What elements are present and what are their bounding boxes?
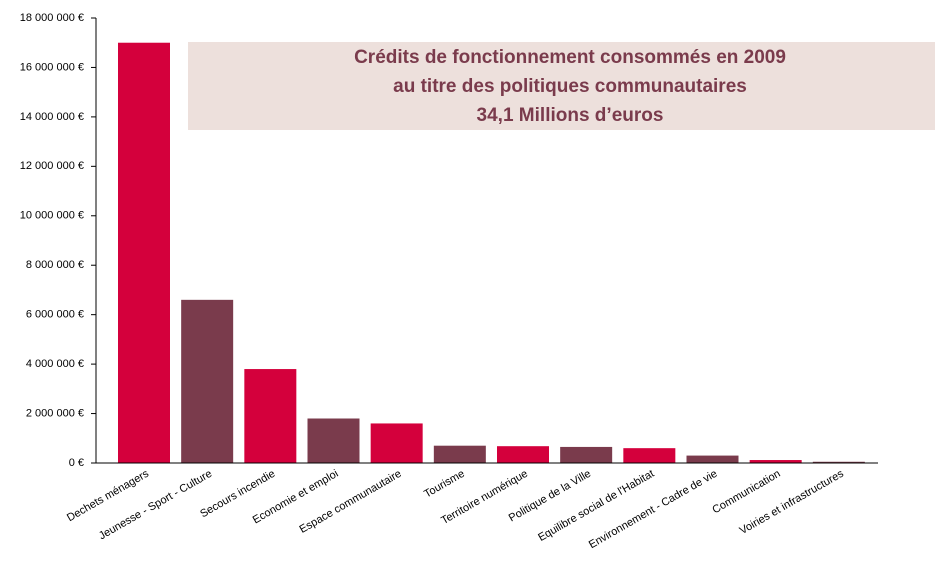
y-tick-label: 10 000 000 € bbox=[20, 210, 84, 222]
bar bbox=[812, 461, 865, 463]
bar bbox=[433, 445, 486, 463]
bar bbox=[118, 42, 170, 463]
y-tick-label: 14 000 000 € bbox=[20, 111, 84, 123]
x-tick-label: Voiries et infrastructures bbox=[738, 467, 847, 537]
bar bbox=[244, 369, 297, 463]
y-tick-label: 8 000 000 € bbox=[26, 259, 84, 271]
title-box bbox=[188, 42, 935, 130]
chart-title: Crédits de fonctionnement consommés en 2… bbox=[354, 47, 786, 68]
bar bbox=[307, 418, 360, 463]
bar bbox=[686, 455, 739, 463]
y-tick-label: 0 € bbox=[69, 457, 84, 469]
bar bbox=[370, 423, 423, 463]
bar bbox=[749, 460, 802, 463]
y-tick-label: 2 000 000 € bbox=[26, 407, 84, 419]
bar bbox=[497, 446, 549, 463]
y-tick-label: 12 000 000 € bbox=[20, 160, 84, 172]
x-tick-label: Environnement - Cadre de vie bbox=[587, 468, 720, 551]
x-tick-label: Espace communautaire bbox=[298, 468, 404, 536]
bar bbox=[623, 448, 676, 463]
x-tick-label: Tourisme bbox=[422, 468, 467, 501]
y-tick-label: 6 000 000 € bbox=[26, 309, 84, 321]
y-tick-label: 4 000 000 € bbox=[26, 358, 84, 370]
bar bbox=[181, 299, 234, 463]
bar bbox=[560, 446, 613, 463]
x-tick-label: Jeunesse - Sport - Culture bbox=[97, 468, 214, 543]
y-tick-label: 16 000 000 € bbox=[20, 61, 84, 73]
y-tick-label: 18 000 000 € bbox=[20, 12, 84, 24]
chart-title: 34,1 Millions d’euros bbox=[477, 105, 664, 126]
x-tick-label: Equilibre social de l'Habitat bbox=[536, 468, 656, 544]
chart-title: au titre des politiques communautaires bbox=[393, 76, 747, 97]
